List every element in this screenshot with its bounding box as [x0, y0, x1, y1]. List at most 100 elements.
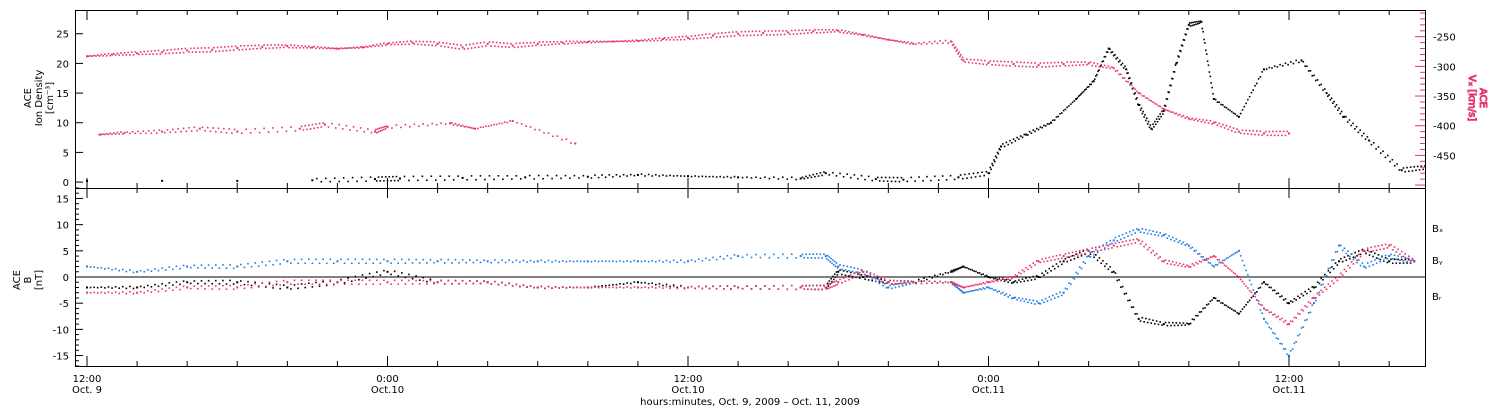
data-point — [1107, 47, 1110, 50]
data-point-fill — [465, 282, 468, 285]
data-point-fill — [554, 43, 557, 45]
data-point-fill — [111, 133, 113, 136]
data-point-fill — [867, 175, 870, 178]
data-point-fill — [511, 285, 514, 287]
data-point-fill — [461, 259, 464, 261]
data-point-fill — [857, 33, 859, 36]
data-point-fill — [1096, 259, 1099, 262]
data-point-fill — [320, 126, 323, 128]
data-point-fill — [1048, 296, 1051, 298]
data-point-fill — [956, 48, 958, 51]
data-point-fill — [240, 263, 242, 266]
data-point-fill — [565, 40, 568, 43]
data-point-fill — [380, 127, 383, 129]
data-point-fill — [699, 37, 702, 40]
data-point-fill — [250, 265, 253, 268]
data-point-fill — [1125, 292, 1128, 295]
data-point-fill — [749, 34, 752, 37]
data-point-fill — [622, 40, 625, 43]
data-point-fill — [1359, 255, 1362, 258]
data-point-fill — [1384, 254, 1387, 257]
data-point-fill — [1116, 69, 1119, 72]
data-point-fill — [104, 287, 106, 289]
data-point-fill — [1111, 242, 1113, 245]
data-point-fill — [1109, 266, 1111, 268]
data-point-fill — [1191, 24, 1194, 27]
data-point-fill — [540, 285, 543, 288]
data-point-fill — [1196, 22, 1199, 25]
bottom-series-layer — [86, 227, 1416, 357]
data-point-fill — [320, 46, 323, 48]
data-point-fill — [949, 174, 952, 177]
data-point-fill — [470, 47, 473, 49]
data-point-fill — [1172, 70, 1175, 73]
data-point — [236, 281, 239, 284]
data-point-fill — [1116, 279, 1119, 282]
data-point-fill — [506, 42, 509, 45]
data-point-fill — [812, 253, 815, 255]
data-point-fill — [830, 282, 832, 285]
data-point-fill — [730, 176, 732, 179]
data-point-fill — [359, 46, 362, 48]
data-point — [1125, 68, 1128, 71]
data-point-fill — [851, 275, 854, 278]
data-point-fill — [468, 280, 471, 282]
data-point-fill — [771, 30, 773, 32]
data-point-fill — [1165, 97, 1168, 100]
data-point-fill — [1331, 259, 1333, 261]
data-point-fill — [495, 41, 498, 44]
data-point-fill — [647, 38, 650, 41]
top-left-ylabel: ACE Ion Density [cm⁻³] — [23, 70, 56, 127]
data-point-fill — [275, 259, 278, 262]
data-point-fill — [1400, 250, 1403, 253]
data-point-fill — [780, 33, 782, 36]
data-point-fill — [1148, 99, 1151, 101]
data-point-fill — [1334, 277, 1337, 279]
data-point-fill — [1239, 310, 1242, 313]
data-point-fill — [1318, 294, 1321, 296]
data-point-fill — [1286, 353, 1289, 356]
data-point — [386, 42, 389, 45]
data-point-fill — [922, 180, 924, 182]
data-point-fill — [438, 41, 441, 44]
data-point-fill — [1120, 73, 1122, 76]
data-point-fill — [472, 127, 475, 130]
data-point-fill — [324, 177, 327, 180]
data-point-fill — [1266, 309, 1269, 311]
data-point-fill — [168, 287, 171, 289]
data-point-fill — [846, 270, 848, 273]
data-point-fill — [1393, 254, 1396, 257]
data-point-fill — [1293, 316, 1296, 319]
data-point-fill — [560, 40, 562, 43]
data-point-fill — [1158, 118, 1161, 121]
data-point-fill — [354, 275, 357, 278]
data-point-fill — [181, 47, 183, 50]
data-point-fill — [846, 265, 848, 268]
data-point-fill — [1143, 232, 1145, 234]
data-point-fill — [476, 259, 478, 261]
data-point-fill — [551, 177, 553, 180]
data-point-fill — [1261, 282, 1263, 285]
data-point-fill — [1239, 255, 1242, 257]
data-point-fill — [1223, 264, 1226, 267]
data-point-fill — [89, 55, 92, 57]
data-point-fill — [1014, 65, 1017, 67]
data-point-fill — [827, 285, 830, 287]
data-point-fill — [134, 51, 137, 53]
data-point-fill — [951, 280, 953, 283]
data-point-fill — [204, 47, 206, 49]
data-point-fill — [1396, 163, 1398, 165]
data-point-fill — [564, 174, 567, 177]
data-point-fill — [274, 44, 276, 46]
data-point-fill — [376, 128, 379, 130]
data-point — [86, 265, 88, 268]
data-point-fill — [1286, 302, 1289, 304]
data-point-fill — [1282, 299, 1285, 301]
data-point-fill — [964, 286, 967, 289]
data-point-fill — [1159, 232, 1162, 234]
data-point-fill — [508, 282, 510, 285]
data-point — [1262, 307, 1265, 310]
data-point-fill — [1346, 121, 1349, 123]
data-point — [862, 276, 865, 278]
top-ytick-label: 0 — [63, 178, 69, 189]
